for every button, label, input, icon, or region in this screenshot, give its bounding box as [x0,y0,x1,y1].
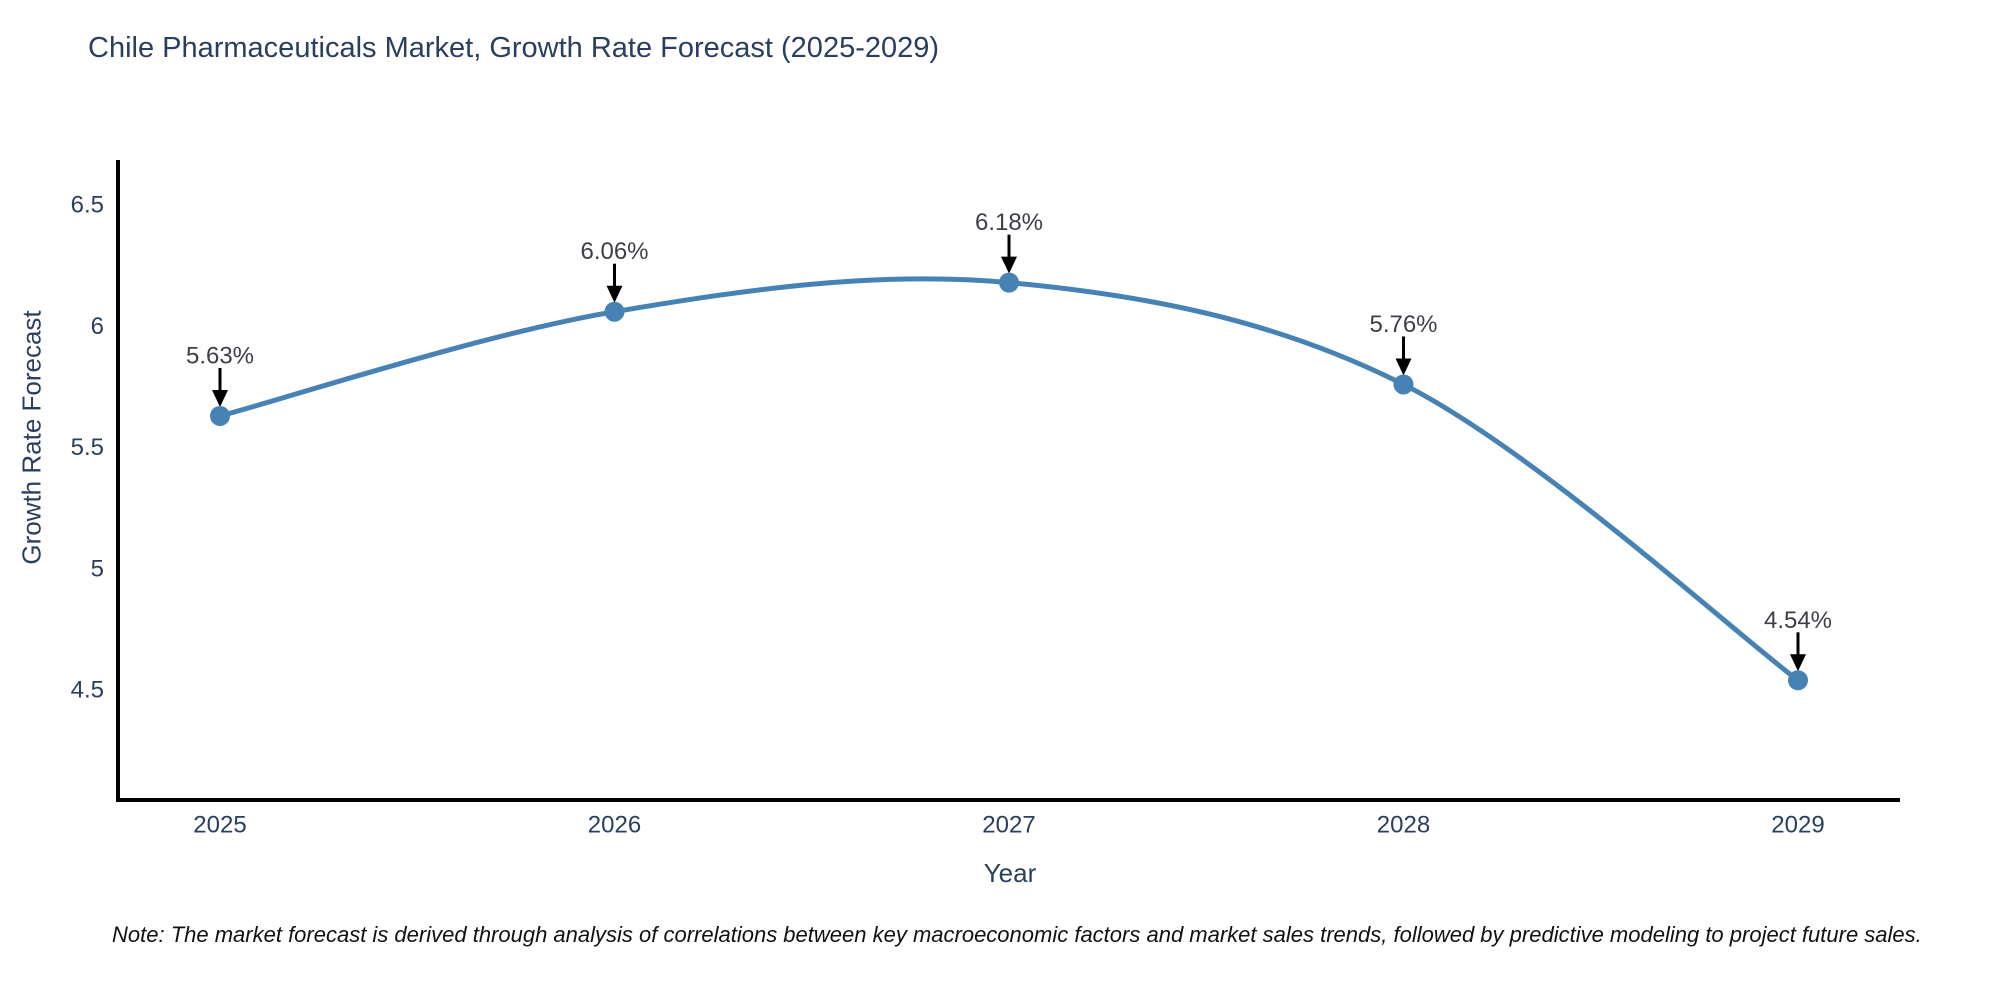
data-point-2028[interactable] [1393,374,1414,395]
x-tick-label-3: 2028 [1377,812,1430,839]
x-axis-title: Year [983,858,1037,888]
annotation-label-2026: 6.06% [580,238,648,265]
y-tick-label-2: 5.5 [71,434,104,461]
annotation-arrowhead [1001,256,1017,274]
data-point-2025[interactable] [210,405,230,426]
annotation-label-2027: 6.18% [975,209,1043,236]
y-tick-label-0: 6.5 [71,192,104,219]
y-tick-label-4: 4.5 [71,677,104,704]
annotation-arrowhead [1790,654,1806,672]
chart-title: Chile Pharmaceuticals Market, Growth Rat… [88,32,940,64]
annotation-label-2025: 5.63% [186,342,254,369]
x-tick-label-0: 2025 [193,812,246,839]
annotation-arrowhead [606,285,623,303]
y-tick-label-1: 6 [91,313,104,340]
data-point-2029[interactable] [1788,670,1808,691]
x-tick-label-4: 2029 [1771,812,1824,839]
annotation-label-2029: 4.54% [1764,607,1832,634]
annotation-arrowhead [212,389,228,407]
annotation-arrowhead [1395,358,1412,376]
forecast-spline-line [219,276,1800,683]
annotation-label-2028: 5.76% [1369,311,1437,338]
data-point-2027[interactable] [999,272,1019,293]
y-tick-label-3: 5 [91,555,104,582]
data-point-2026[interactable] [604,301,625,322]
x-tick-label-2: 2027 [982,812,1035,839]
x-tick-label-1: 2026 [588,812,641,839]
footnote: Note: The market forecast is derived thr… [112,922,1922,947]
